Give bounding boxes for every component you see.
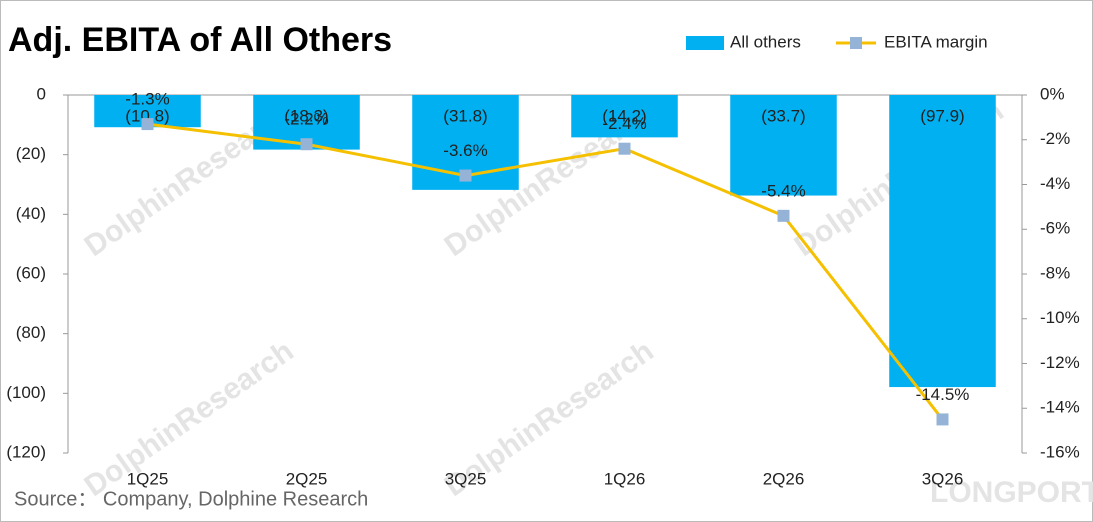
line-value-label: -2.4% [602, 114, 646, 133]
y2-tick-label: -2% [1040, 129, 1070, 148]
x-tick-label: 1Q26 [604, 469, 646, 488]
x-tick-label: 2Q26 [763, 469, 805, 488]
y-tick-label: (80) [16, 323, 46, 342]
line [147, 122, 944, 421]
marker [618, 142, 631, 155]
y2-tick-label: 0% [1040, 84, 1065, 103]
watermark: LONGPORT [930, 476, 1093, 509]
y2-tick-label: -10% [1040, 308, 1080, 327]
marker [936, 413, 949, 426]
line-value-label: -3.6% [443, 141, 487, 160]
y2-tick-label: -6% [1040, 219, 1070, 238]
y-tick-label: (120) [6, 442, 46, 461]
line-value-label: -1.3% [125, 90, 169, 109]
bar-value-label: (10.8) [125, 106, 169, 125]
bar-value-label: (97.9) [920, 106, 964, 125]
chart-title: Adj. EBITA of All Others [8, 21, 392, 59]
line-value-label: -14.5% [916, 385, 970, 404]
y-tick-label: (40) [16, 204, 46, 223]
y-tick-label: (100) [6, 383, 46, 402]
line-value-label: -2.2% [284, 110, 328, 129]
y2-tick-label: -4% [1040, 174, 1070, 193]
x-tick-label: 3Q25 [445, 469, 487, 488]
bar-value-label: (14.2) [602, 106, 646, 125]
y-tick-label: (20) [16, 144, 46, 163]
legend-swatch [686, 36, 724, 50]
legend-label: All others [730, 32, 801, 51]
x-tick-label: 2Q25 [286, 469, 328, 488]
y2-tick-label: -12% [1040, 353, 1080, 372]
marker [300, 138, 313, 151]
marker [141, 118, 154, 131]
y2-tick-label: -16% [1040, 442, 1080, 461]
y-tick-label: 0 [37, 84, 46, 103]
bar [889, 95, 996, 388]
legend-marker [850, 37, 862, 49]
y-tick-label: (60) [16, 263, 46, 282]
bar-value-label: (31.8) [443, 106, 487, 125]
y2-tick-label: -14% [1040, 398, 1080, 417]
bar-value-label: (18.3) [284, 106, 328, 125]
marker [459, 169, 472, 182]
line-value-label: -5.4% [761, 181, 805, 200]
source: Source： Company, Dolphine Research [14, 488, 368, 510]
x-tick-label: 1Q25 [127, 469, 169, 488]
bar [730, 95, 837, 196]
y2-tick-label: -8% [1040, 263, 1070, 282]
bar [571, 95, 678, 138]
x-tick-label: 3Q26 [922, 469, 964, 488]
bar-value-label: (33.7) [761, 106, 805, 125]
legend-label: EBITA margin [884, 32, 988, 51]
marker [777, 209, 790, 222]
